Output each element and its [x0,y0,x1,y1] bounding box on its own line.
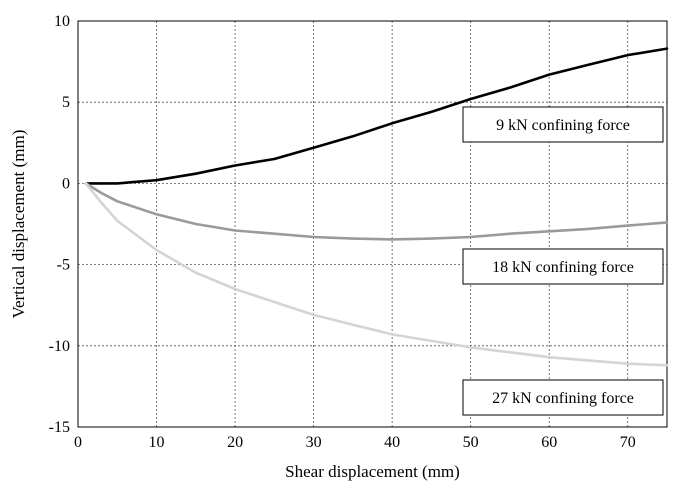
y-tick-label: -15 [49,419,70,436]
series-label-box [462,379,664,416]
x-tick-label: 50 [463,434,479,451]
y-tick-label: 10 [54,13,70,30]
x-tick-label: 40 [384,434,400,451]
y-tick-label: 0 [62,175,70,192]
grid-lines [78,21,667,427]
series-label-text: 9 kN confining force [496,117,630,134]
series-lines [84,47,669,367]
series-line-3 [84,182,669,367]
series-label-2: 18 kN confining force [462,248,664,285]
x-tick-label: 60 [541,434,557,451]
y-tick-label: -5 [57,257,70,274]
x-tick-label: 30 [306,434,322,451]
x-tick-label: 10 [149,434,165,451]
series-label-3: 27 kN confining force [462,379,664,416]
x-tick-label: 20 [227,434,243,451]
x-axis-title: Shear displacement (mm) [285,462,460,481]
series-label-box [462,106,664,143]
x-tick-label: 70 [620,434,636,451]
y-tick-label: 5 [62,94,70,111]
series-line-1 [84,47,669,185]
series-line-2 [84,182,669,241]
y-tick-label: -10 [49,338,70,355]
plot-frame [77,20,668,428]
series-label-box [462,248,664,285]
y-axis-title: Vertical displacement (mm) [9,130,28,319]
x-tick-label: 0 [74,434,82,451]
series-label-text: 18 kN confining force [492,259,634,276]
series-label-text: 27 kN confining force [492,390,634,407]
series-label-1: 9 kN confining force [462,106,664,143]
tick-labels: 0 10 20 30 40 50 60 70 -15 -10 -5 0 5 10 [49,13,636,451]
series-labels: 9 kN confining force 18 kN confining forc… [462,106,664,416]
